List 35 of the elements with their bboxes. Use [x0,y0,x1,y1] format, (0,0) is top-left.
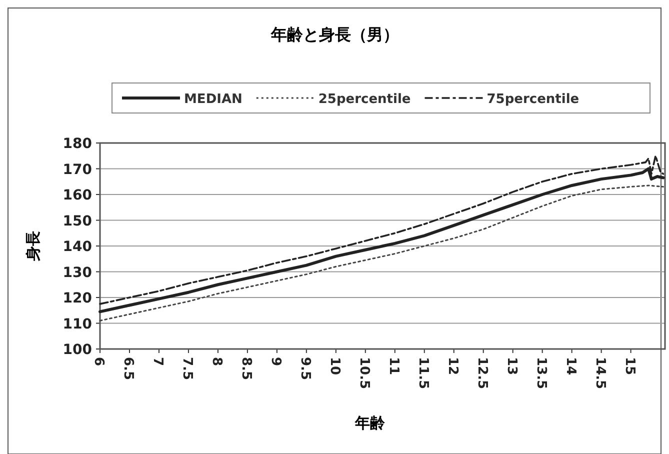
x-tick-label: 11 [386,357,401,376]
y-tick-label: 140 [62,239,92,255]
y-tick-label: 120 [62,290,92,306]
x-tick-label: 9 [268,357,283,366]
x-tick-label: 8.5 [238,357,254,380]
y-tick-label: 170 [62,162,92,178]
y-tick-label: 160 [62,188,92,204]
x-tick-label: 10 [326,357,342,376]
x-tick-label: 9.5 [297,357,312,380]
y-tick-label: 130 [62,264,92,281]
y-tick-label: 150 [62,213,92,230]
x-tick-label: 15 [622,357,637,376]
x-tick-label: 8 [208,357,224,366]
x-tick-label: 14 [562,357,578,376]
legend-label: 25percentile [318,92,411,107]
y-axis-title: 身長 [24,231,42,262]
x-tick-label: 13.5 [533,357,548,390]
x-tick-label: 7 [150,357,165,366]
y-tick-label: 110 [62,316,92,332]
y-tick-label: 100 [62,342,92,358]
legend-label: 75percentile [486,92,580,107]
x-tick-label: 7.5 [179,357,194,380]
x-tick-label: 12.5 [474,357,490,390]
x-tick-label: 14.5 [592,357,608,390]
x-tick-label: 10.5 [356,357,372,390]
x-tick-label: 11.5 [415,357,430,390]
chart-title: 年齢と身長（男） [270,25,399,44]
x-tick-label: 13 [504,357,519,376]
x-tick-label: 6 [91,357,106,366]
x-axis-title: 年齢 [354,414,386,432]
y-tick-label: 180 [62,136,92,152]
x-tick-label: 6.5 [120,357,136,380]
legend-label: MEDIAN [184,92,242,107]
x-tick-label: 12 [444,357,460,376]
line-series [99,184,664,322]
